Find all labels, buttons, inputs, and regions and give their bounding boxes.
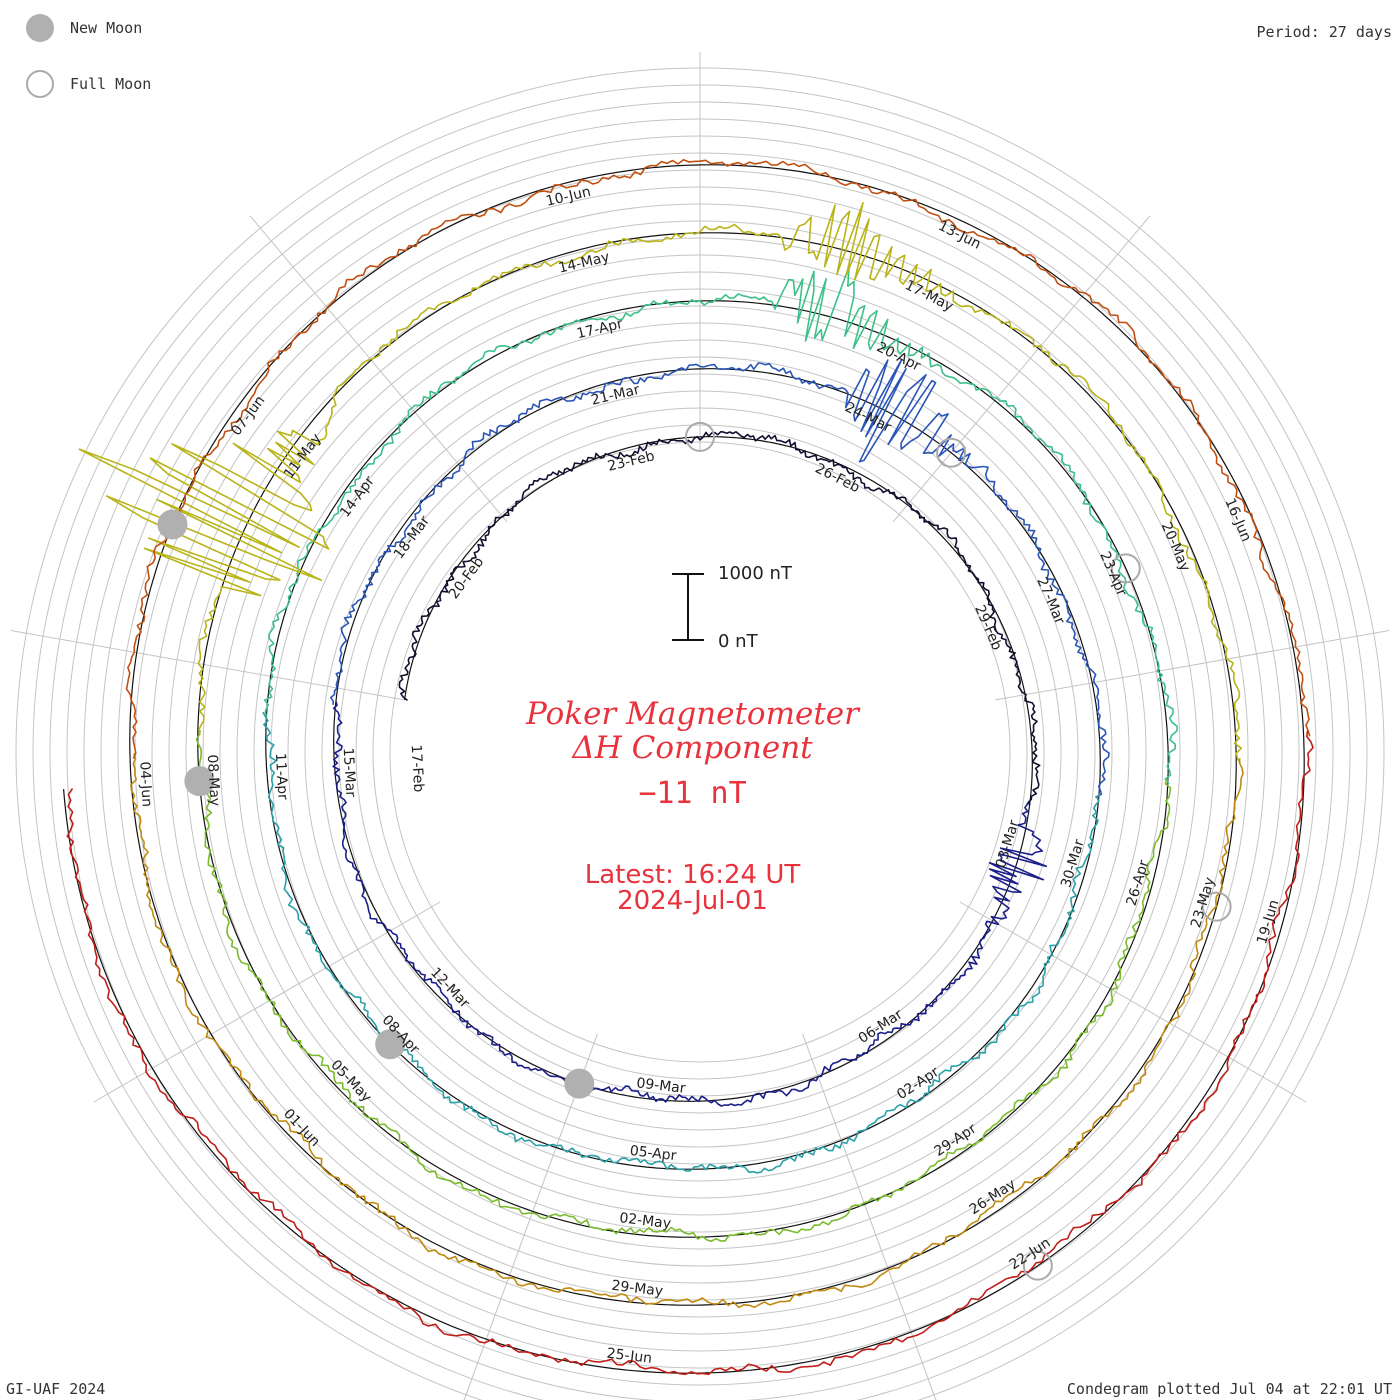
date-tick-label: 11-May	[281, 431, 325, 482]
new-moon-marker	[157, 509, 188, 540]
date-tick-label: 05-Apr	[629, 1143, 678, 1164]
date-tick-label: 10-Jun	[544, 184, 592, 210]
trace-segment	[66, 730, 1314, 1376]
date-tick-label: 13-Jun	[936, 218, 984, 253]
trace-segment	[130, 753, 1244, 1309]
grid-spoke	[959, 901, 1307, 1103]
date-tick-label: 04-Jun	[136, 761, 155, 807]
grid-spoke	[995, 629, 1390, 701]
plotted-timestamp: Condegram plotted Jul 04 at 22:01 UT	[1066, 1380, 1392, 1398]
grid-spoke	[10, 629, 405, 701]
grid-spoke	[892, 215, 1151, 523]
scale-top-label: 1000 nT	[718, 563, 792, 584]
full-moon-marker	[936, 437, 967, 468]
date-tick-label: 17-Feb	[408, 744, 427, 793]
magnetometer-trace	[66, 158, 1314, 1376]
chart-title: Poker Magnetometer	[526, 696, 859, 732]
scale-bar	[672, 573, 704, 641]
trace-segment	[125, 158, 1311, 759]
date-tick-label: 27-Mar	[1033, 575, 1067, 627]
trace-segment	[262, 711, 1101, 1174]
trace-segment	[78, 202, 1243, 764]
chart-subtitle: ΔH Component	[572, 730, 813, 766]
legend-new-moon-label: New Moon	[70, 19, 143, 37]
full-moon-icon	[26, 70, 54, 98]
date-tick-label: 29-May	[611, 1278, 664, 1300]
trace-segment	[263, 265, 1178, 785]
date-tick-label: 02-May	[619, 1210, 672, 1232]
trace-segment	[195, 729, 1172, 1242]
new-moon-marker	[375, 1029, 406, 1060]
date-tick-label: 08-May	[204, 754, 223, 807]
trace-segment	[398, 430, 1041, 806]
latest-date: 2024-Jul-01	[617, 886, 768, 916]
date-tick-label: 16-Jun	[1221, 496, 1254, 544]
date-tick-label: 29-Feb	[971, 603, 1005, 653]
grid-spoke	[249, 215, 508, 523]
legend-full-moon: Full Moon	[26, 70, 151, 98]
date-tick-label: 25-Jun	[606, 1346, 653, 1367]
trace-segment	[332, 701, 1047, 1107]
new-moon-marker	[564, 1068, 595, 1099]
date-tick-label: 26-Feb	[813, 461, 863, 497]
date-tick-label: 15-Mar	[340, 747, 359, 797]
period-label: Period: 27 days	[1256, 23, 1392, 41]
current-value: −11 nT	[638, 776, 747, 811]
legend-new-moon: New Moon	[26, 14, 142, 42]
full-moon-marker	[1022, 1250, 1053, 1281]
date-tick-label: 17-May	[902, 277, 955, 315]
date-tick-label: 07-Jun	[228, 393, 268, 439]
grid-spoke	[93, 901, 441, 1103]
new-moon-marker	[184, 766, 215, 797]
date-tick-label: 05-May	[327, 1057, 374, 1106]
moon-markers	[157, 421, 1232, 1281]
date-tick-label: 01-Jun	[280, 1106, 323, 1150]
scale-bottom-label: 0 nT	[718, 631, 758, 652]
full-moon-marker	[685, 421, 715, 452]
date-tick-label: 11-Apr	[272, 753, 291, 801]
date-tick-label: 29-Apr	[932, 1121, 980, 1160]
date-tick-label: 23-Apr	[1096, 549, 1129, 599]
trace-segment	[330, 358, 1110, 799]
grid-spoke	[802, 1033, 937, 1400]
full-moon-marker	[1201, 891, 1232, 922]
date-tick-label: 09-Mar	[636, 1075, 687, 1097]
full-moon-marker	[1110, 553, 1141, 584]
latest-time: Latest: 16:24 UT	[584, 860, 801, 890]
date-tick-label: 06-Mar	[856, 1006, 906, 1047]
date-tick-label: 02-Apr	[894, 1064, 942, 1103]
credit-label: GI-UAF 2024	[6, 1380, 106, 1398]
new-moon-icon	[26, 14, 54, 42]
legend-full-moon-label: Full Moon	[70, 75, 152, 93]
date-tick-label: 26-May	[967, 1176, 1019, 1218]
